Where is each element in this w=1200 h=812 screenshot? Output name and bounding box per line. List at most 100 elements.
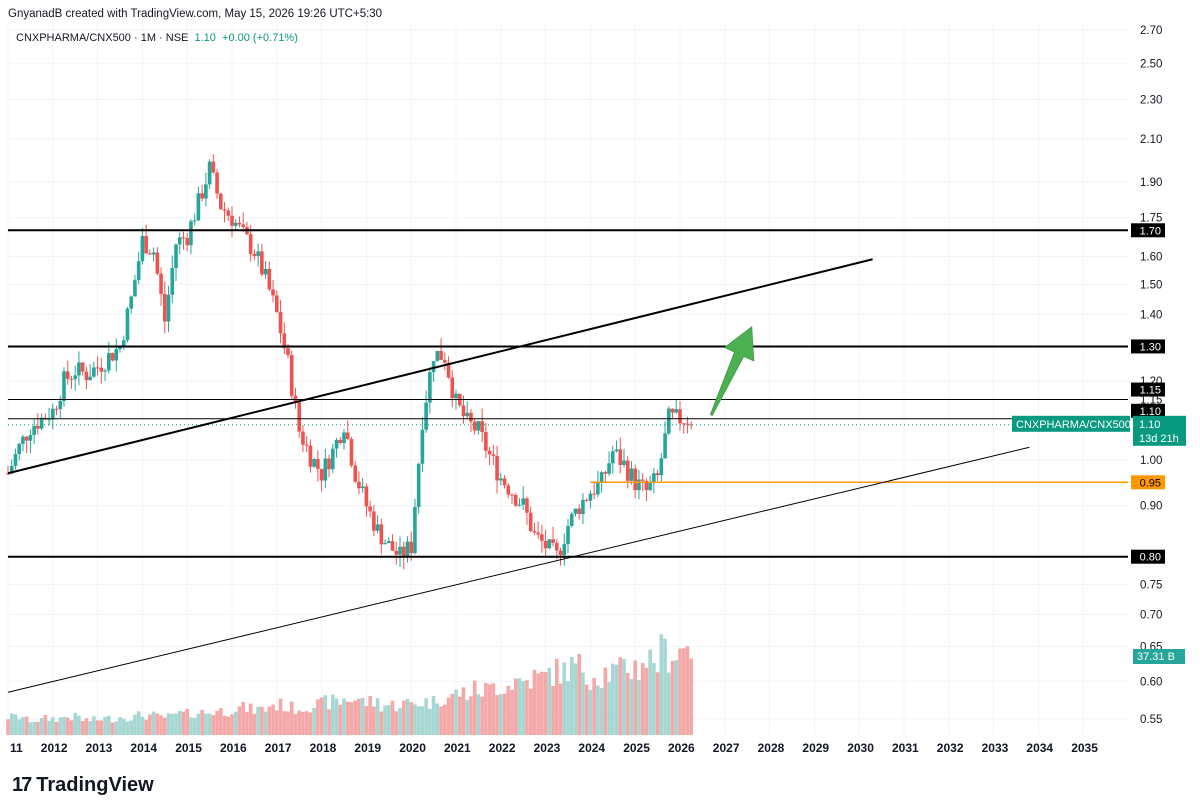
x-tick-label: 2014 [130,741,157,755]
volume-bar [334,698,339,735]
candle-body [252,253,257,257]
candle-body [588,493,593,501]
candle-body [506,485,511,495]
volume-bar [349,702,354,735]
candle-body [230,215,234,226]
volume-bar [599,687,604,735]
badge-1-15: 1.15 [1140,385,1161,397]
volume-bar [245,711,249,735]
candle-body [215,172,219,194]
brand-name: TradingView [36,774,154,796]
candle-body [640,479,645,481]
y-tick-label: 0.75 [1140,580,1162,592]
volume-bar [398,707,402,735]
y-tick-label: 1.75 [1140,213,1162,225]
x-tick-label: 2029 [802,741,829,755]
y-tick-label: 0.90 [1140,501,1162,513]
candle-body [248,234,253,254]
candle-body [271,289,275,296]
candle-body [62,371,66,401]
volume-bar [476,694,481,735]
price-axis[interactable]: 2.702.502.302.101.901.751.601.501.401.20… [1140,25,1162,726]
x-tick-label: 2030 [847,741,874,755]
volume-badge-bg [1133,649,1185,664]
x-tick-label: 2034 [1026,741,1053,755]
candle-body [121,340,126,347]
candle-body [95,367,100,369]
candle-body [431,361,436,373]
volume-bar [652,662,656,735]
volume-bar [663,638,667,735]
volume-bar [487,684,492,735]
time-axis[interactable]: 11 2012 2013 2014 2015 2016 2017 2018 2019 2020 20… [10,741,1098,755]
candle-body [532,531,537,533]
candle-body [174,244,178,269]
volume-bar [405,698,410,735]
candle-body [282,333,287,349]
volume-bar [555,658,559,735]
volume-bar [181,711,186,735]
volume-bar [323,695,328,735]
volume-bar [58,717,63,735]
candle-body [159,273,163,294]
volume-bar [655,672,660,735]
candle-body [491,454,496,456]
candle-body [413,506,417,554]
y-tick-label: 1.60 [1140,252,1162,264]
candle-body [207,161,212,185]
volume-bar [375,698,380,735]
volume-bar [420,706,425,735]
candle-body [17,443,21,455]
candle-body [633,468,637,491]
volume-bar [286,711,290,735]
candle-body [659,458,664,476]
badge-1-15-bg [1131,382,1165,397]
volume-bar [558,683,563,735]
volume-bar [316,699,320,735]
volume-bar [129,720,133,735]
lower-trendline [7,446,1030,693]
y-tick-label: 1.50 [1140,279,1162,291]
candle-body [637,479,641,491]
candle-body [450,377,455,399]
candle-body [521,498,525,505]
candle-body [416,463,421,507]
volume-bar [88,721,92,735]
volume-bar [584,684,589,735]
volume-bar [301,711,305,735]
volume-bar [54,721,59,735]
candle-body [47,419,51,421]
volume-bar [196,713,201,735]
volume-bar [640,663,645,735]
candle-body [267,268,272,290]
volume-bar [9,713,14,735]
candle-body [536,532,540,535]
candle-body [484,432,488,451]
candle-body [13,454,18,466]
candle-body [663,433,667,459]
trendlines[interactable] [7,258,1030,693]
y-tick-label: 2.50 [1140,58,1162,70]
volume-bar [364,706,369,735]
candle-body [170,268,175,295]
volume-bar [525,680,529,735]
volume-bar [499,694,503,735]
candle-body [614,449,619,452]
tradingview-logo[interactable]: 17 TradingView [12,774,154,797]
candle-body [308,445,313,467]
candle-body [372,511,376,531]
volume-bar [338,704,343,735]
horizontal-levels[interactable] [8,229,1128,558]
volume-bar [603,667,608,735]
volume-bar [454,689,458,735]
candle-body [443,359,447,363]
volume-bar [566,681,570,735]
volume-bar [532,669,537,735]
y-tick-label: 2.10 [1140,134,1162,146]
candle-body [644,480,649,491]
candle-body [241,224,245,228]
candle-body [80,362,85,372]
volume-bar [409,702,413,735]
volume-bar [166,713,171,735]
